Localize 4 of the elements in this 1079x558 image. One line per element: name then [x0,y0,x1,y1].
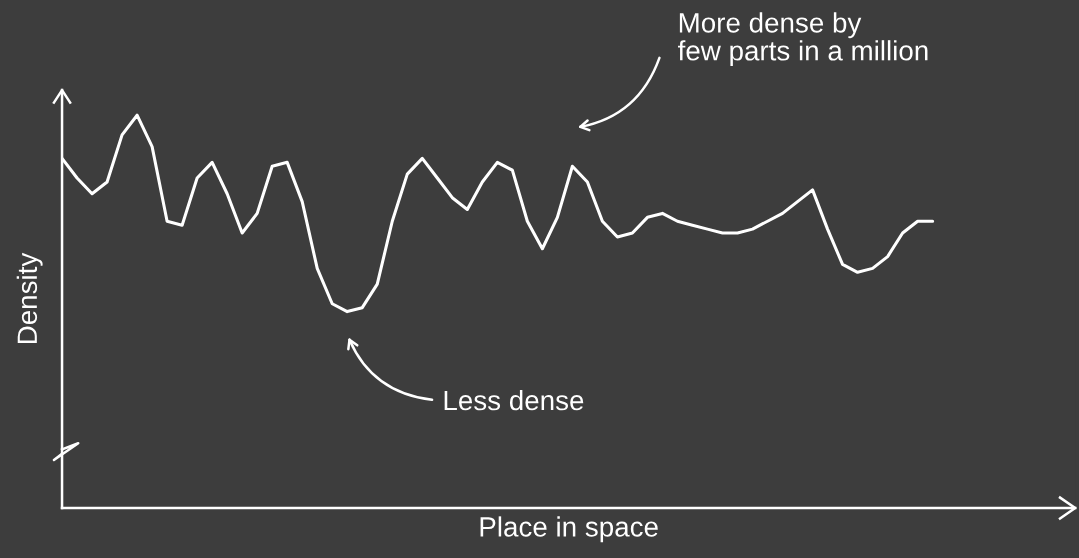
text: More dense by few parts in a million [678,12,928,67]
y-axis-title: Density [16,252,43,344]
annotation: Less dense [444,389,584,411]
x-axis-title: Place in space [480,516,658,543]
